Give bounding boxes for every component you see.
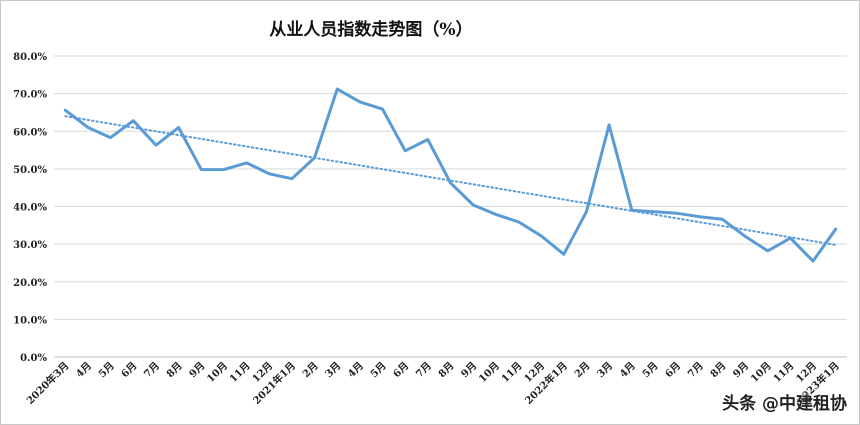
x-tick-label: 6月	[391, 360, 411, 380]
x-tick-label: 8月	[436, 360, 456, 380]
series-line-0	[63, 87, 838, 263]
y-tick-label: 80.0%	[13, 52, 47, 63]
x-tick-label: 10月	[205, 360, 230, 385]
x-tick-label: 5月	[640, 360, 660, 380]
x-tick-label: 6月	[663, 360, 683, 380]
y-tick-label: 30.0%	[13, 240, 47, 251]
x-tick-label: 10月	[477, 360, 502, 385]
y-tick-label: 10.0%	[13, 315, 47, 326]
x-tick-label: 6月	[119, 360, 139, 380]
chart-title: 从业人员指数走势图（%）	[269, 20, 473, 40]
x-tick-label: 3月	[323, 360, 343, 380]
x-tick-label: 10月	[748, 360, 773, 385]
x-tick-label: 2月	[572, 360, 592, 380]
y-tick-label: 50.0%	[13, 165, 47, 176]
y-tick-label: 40.0%	[13, 203, 47, 214]
y-tick-label: 70.0%	[13, 90, 47, 101]
x-tick-label: 7月	[142, 360, 162, 380]
x-tick-label: 4月	[346, 360, 366, 380]
y-tick-label: 0.0%	[20, 353, 47, 364]
watermark-logo: 头条 @中建租协	[722, 394, 847, 414]
y-tick-label: 60.0%	[13, 127, 47, 138]
x-tick-label: 11月	[771, 360, 796, 385]
x-tick-label: 5月	[96, 360, 116, 380]
x-tick-label: 2020年3月	[24, 359, 72, 407]
x-tick-label: 11月	[499, 360, 524, 385]
x-tick-label: 11月	[227, 360, 252, 385]
x-tick-label: 8月	[164, 360, 184, 380]
x-tick-label: 4月	[617, 360, 637, 380]
gridlines	[54, 55, 847, 358]
x-tick-label: 3月	[595, 360, 615, 380]
x-tick-label: 4月	[74, 360, 94, 380]
x-tick-label: 5月	[368, 360, 388, 380]
x-tick-label: 2月	[300, 360, 320, 380]
series-layer	[63, 87, 838, 263]
x-tick-label: 7月	[685, 360, 705, 380]
y-axis-ticks: 0.0% 10.0% 20.0% 30.0% 40.0% 50.0% 60.0% 70.0% 8…	[13, 52, 47, 364]
x-tick-label: 8月	[708, 360, 728, 380]
y-tick-label: 20.0%	[13, 278, 47, 289]
x-tick-label: 7月	[413, 360, 433, 380]
